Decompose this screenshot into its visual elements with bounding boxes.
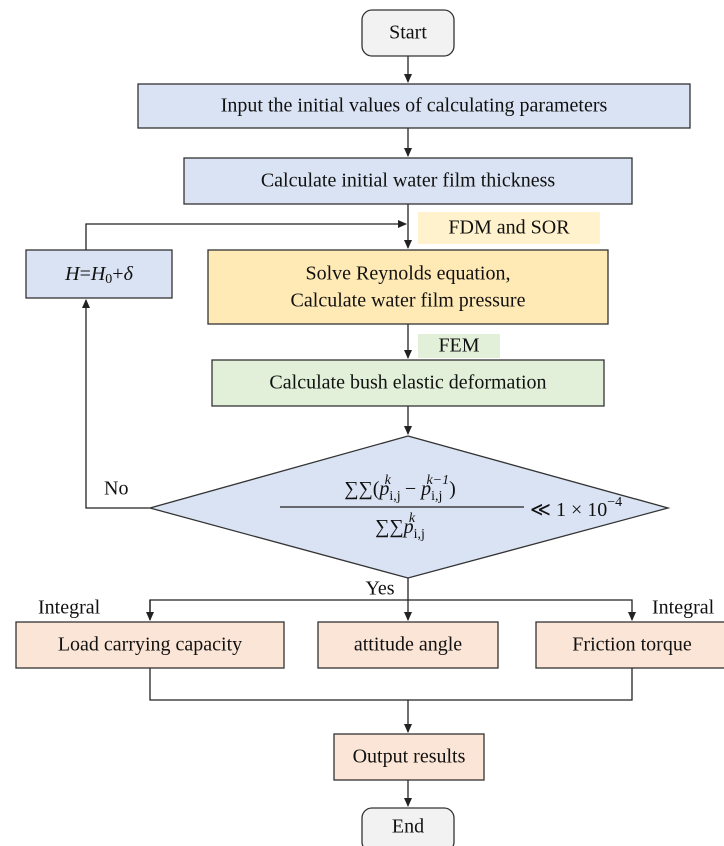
formula-part: H: [64, 263, 81, 285]
formula-part: i,j: [389, 489, 400, 504]
formula-part: −4: [607, 495, 622, 510]
formula-part: p: [402, 516, 414, 538]
annotation-bg: [418, 212, 600, 244]
formula-part: ≪ 1 × 10: [530, 499, 607, 521]
formula-part: i,j: [431, 489, 442, 504]
process-box: [137, 83, 691, 129]
condition-numerator: ∑∑(pi,jk − pi,jk−1): [344, 473, 456, 504]
edge-label: Integral: [38, 597, 101, 619]
process-label: Solve Reynolds equation,: [306, 263, 511, 285]
process-box: [207, 249, 609, 325]
merge-line: [149, 668, 633, 701]
loop-arrow: [85, 220, 407, 250]
annotation-bg: [418, 334, 500, 358]
formula-part: ∑∑: [375, 516, 404, 538]
process-label: Calculate initial water film thickness: [261, 170, 556, 192]
formula-part: ∑∑(: [344, 478, 380, 500]
result-box: [535, 621, 724, 669]
process-label: Input the initial values of calculating …: [221, 95, 608, 117]
end-label: End: [392, 816, 424, 838]
process-box: [211, 359, 605, 407]
output-label: Output results: [353, 746, 466, 768]
start-label: Start: [389, 22, 427, 44]
condition-denominator: ∑∑pi,jk: [375, 511, 425, 542]
update-label: H=H0+δ: [64, 263, 133, 288]
output-box: [333, 733, 485, 781]
result-label: Load carrying capacity: [58, 634, 242, 656]
formula-part: =: [80, 263, 91, 285]
formula-part: i,j: [414, 527, 425, 542]
formula-part: +: [112, 263, 123, 285]
formula-part: p: [419, 478, 431, 500]
connectors: [82, 56, 636, 807]
edge-label: No: [104, 478, 128, 500]
split-line: [149, 599, 636, 621]
result-label: Friction torque: [572, 634, 692, 656]
annotation: FDM and SOR: [448, 217, 570, 239]
formula-part: −: [400, 478, 421, 500]
edge-label: Yes: [365, 578, 394, 600]
condition-rhs: ≪ 1 × 10−4: [530, 495, 622, 520]
result-label: attitude angle: [354, 634, 462, 656]
formula-part: 0: [105, 272, 112, 287]
edge-label: Integral: [652, 597, 715, 619]
process-box: [183, 157, 633, 205]
formula-part: ): [449, 478, 456, 500]
end-box: [361, 807, 455, 846]
update-box: [25, 249, 173, 299]
result-box: [15, 621, 285, 669]
formula-part: k−1: [426, 473, 449, 488]
formula-part: H: [90, 263, 107, 285]
formula-part: k: [385, 473, 392, 488]
formula-part: p: [377, 478, 389, 500]
result-box: [317, 621, 499, 669]
formula-part: δ: [124, 263, 134, 285]
annotation: FEM: [438, 335, 479, 357]
no-arrow: [82, 299, 150, 509]
start-box: [361, 9, 455, 57]
formula-part: k: [409, 511, 416, 526]
process-label: Calculate bush elastic deformation: [269, 372, 546, 394]
process-label: Calculate water film pressure: [291, 290, 526, 312]
